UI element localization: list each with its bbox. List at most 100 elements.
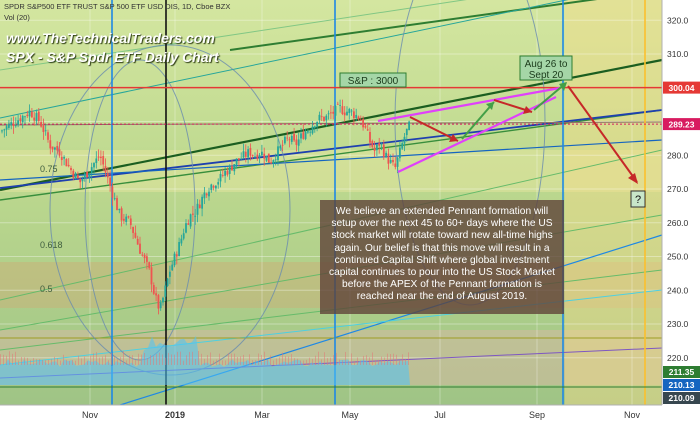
candle-body bbox=[362, 119, 364, 128]
volume-bar bbox=[321, 359, 322, 365]
price-tag-bg bbox=[663, 379, 700, 391]
candle-body bbox=[318, 114, 321, 121]
symbol-line: SPDR S&P500 ETF TRUST S&P 500 ETF USD DI… bbox=[4, 2, 231, 11]
candle-body bbox=[102, 156, 105, 165]
candle-body bbox=[256, 154, 259, 160]
volume-bar bbox=[30, 360, 31, 365]
volume-bar bbox=[51, 358, 52, 365]
volume-bar bbox=[207, 355, 208, 365]
commentary-box: We believe an extended Pennant formation… bbox=[320, 200, 564, 314]
candle-body bbox=[74, 173, 77, 180]
candle-body bbox=[152, 285, 155, 294]
candle-body bbox=[316, 121, 318, 127]
candle-body bbox=[178, 242, 180, 257]
candle-body bbox=[83, 173, 86, 179]
candle-body bbox=[343, 112, 346, 116]
volume-bar bbox=[48, 359, 49, 365]
candle-body bbox=[180, 238, 183, 244]
site-title: www.TheTechnicalTraders.com bbox=[6, 30, 215, 46]
candle-body bbox=[212, 185, 215, 188]
candle-body bbox=[141, 254, 144, 256]
window-label-box bbox=[519, 55, 573, 81]
volume-bar bbox=[174, 354, 175, 365]
candle-body bbox=[332, 111, 335, 114]
candle-body bbox=[394, 163, 397, 168]
volume-bar bbox=[375, 359, 376, 365]
candle-body bbox=[185, 223, 187, 233]
candle-body bbox=[123, 218, 125, 221]
candle-body bbox=[182, 233, 185, 239]
volume-bar bbox=[45, 360, 46, 365]
candle-body bbox=[385, 152, 387, 157]
candle-body bbox=[24, 116, 26, 118]
candle-body bbox=[157, 295, 160, 309]
candle-body bbox=[242, 151, 245, 158]
candle-body bbox=[189, 214, 192, 227]
candle-body bbox=[249, 147, 252, 156]
volume-bar bbox=[183, 360, 184, 365]
volume-bar bbox=[351, 353, 352, 365]
candle-body bbox=[17, 120, 19, 125]
vol-line: Vol (20) bbox=[4, 13, 30, 22]
volume-bar bbox=[144, 352, 145, 365]
candle-body bbox=[240, 158, 243, 160]
volume-bar bbox=[261, 354, 262, 365]
candle-body bbox=[244, 151, 247, 157]
volume-bar bbox=[408, 352, 409, 365]
candle-body bbox=[304, 131, 307, 140]
volume-bar bbox=[285, 356, 286, 365]
candle-body bbox=[401, 143, 404, 149]
candle-body bbox=[100, 156, 102, 159]
volume-bar bbox=[357, 357, 358, 365]
volume-bar bbox=[192, 351, 193, 365]
volume-bar bbox=[99, 357, 100, 365]
volume-bar bbox=[165, 357, 166, 365]
candle-body bbox=[150, 267, 153, 285]
volume-bar bbox=[225, 360, 226, 365]
price-tag-label: 300.04 bbox=[669, 83, 695, 93]
candle-body bbox=[325, 115, 328, 121]
volume-bar bbox=[279, 357, 280, 365]
candle-body bbox=[132, 226, 134, 233]
candle-body bbox=[272, 160, 275, 164]
candle-body bbox=[265, 155, 268, 161]
volume-bar bbox=[108, 360, 109, 365]
candle-body bbox=[37, 111, 40, 121]
candle-body bbox=[217, 182, 220, 185]
price-tag-label: 210.09 bbox=[669, 393, 695, 403]
volume-bar bbox=[201, 353, 202, 365]
candle-body bbox=[238, 158, 240, 160]
candle-body bbox=[33, 117, 36, 121]
pennant-upper bbox=[377, 86, 561, 123]
question-box bbox=[630, 190, 646, 208]
volume-bar bbox=[216, 359, 217, 365]
candle-body bbox=[313, 126, 316, 128]
arrow-down-2-head bbox=[523, 106, 532, 114]
volume-bar bbox=[243, 354, 244, 365]
candle-body bbox=[164, 285, 167, 297]
volume-bar bbox=[306, 359, 307, 365]
candle-body bbox=[357, 116, 360, 120]
volume-bar bbox=[231, 353, 232, 365]
candle-body bbox=[251, 155, 254, 156]
candle-body bbox=[247, 149, 249, 158]
candle-body bbox=[208, 191, 210, 197]
volume-bar bbox=[102, 356, 103, 365]
volume-bar bbox=[399, 360, 400, 365]
x-axis-ticks: Nov 2019 Mar May Jul Sep Nov bbox=[82, 410, 641, 420]
candles bbox=[1, 99, 410, 315]
volume-bar bbox=[9, 351, 10, 365]
volume-bar bbox=[210, 352, 211, 365]
candle-body bbox=[10, 122, 13, 126]
volume-bar bbox=[24, 357, 25, 365]
volume-bar bbox=[21, 356, 22, 365]
candle-body bbox=[129, 218, 132, 226]
volume-bar bbox=[180, 351, 181, 365]
candle-body bbox=[277, 146, 279, 161]
price-tag-bg bbox=[663, 118, 700, 131]
candle-body bbox=[192, 213, 194, 215]
volume-bar bbox=[327, 358, 328, 365]
candle-body bbox=[173, 253, 176, 266]
volume-bar bbox=[378, 359, 379, 365]
candle-body bbox=[219, 173, 222, 182]
